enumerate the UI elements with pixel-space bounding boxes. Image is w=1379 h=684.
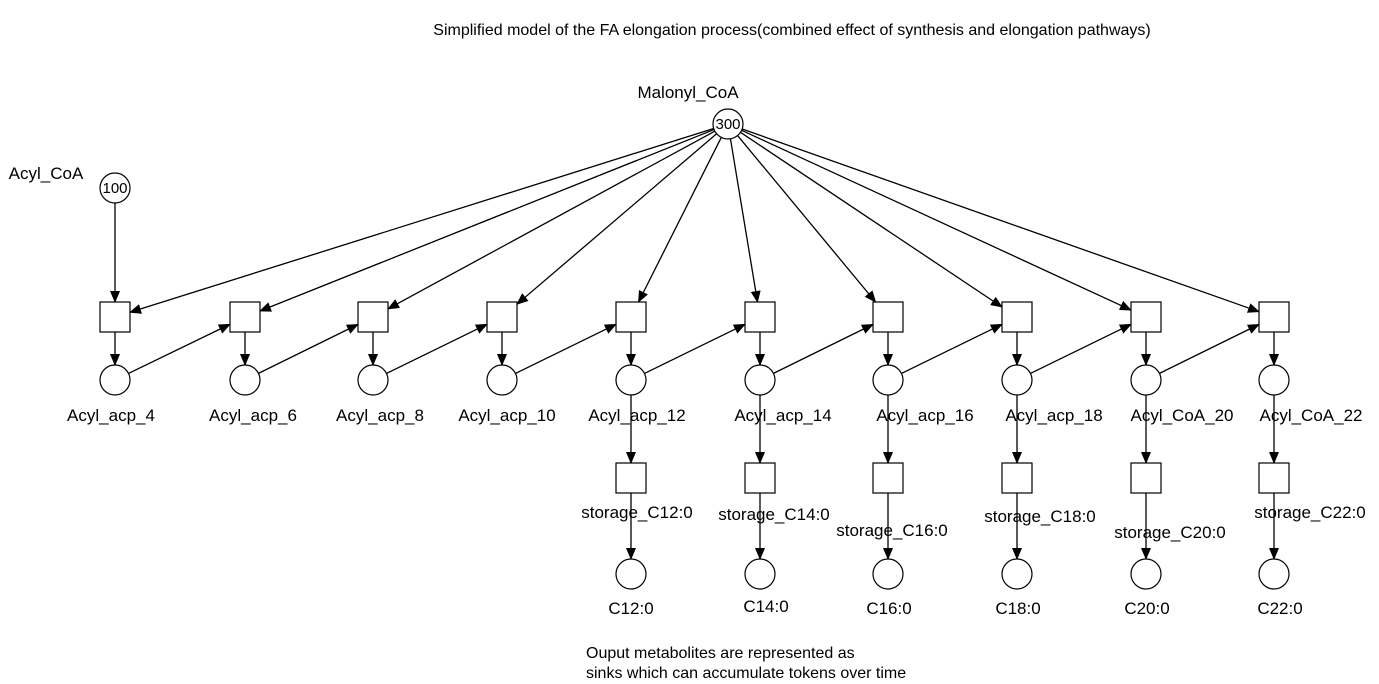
storage-transition-label: storage_C22:0: [1254, 503, 1366, 522]
chain-place-label: Acyl_acp_16: [876, 406, 973, 425]
sink-place-label: C18:0: [995, 599, 1040, 618]
arcs-layer: [110, 127, 1279, 560]
chain-place[interactable]: [99, 364, 131, 396]
elongation-transition[interactable]: [1130, 301, 1162, 333]
sink-place-label: C14:0: [743, 597, 788, 616]
sink-place-label: C20:0: [1124, 599, 1169, 618]
arc-place-to-next-t-6: [901, 323, 1003, 375]
elongation-transition[interactable]: [615, 301, 647, 333]
arc-malonyl-to-t9: [741, 128, 1260, 313]
elongation-transition[interactable]: [486, 301, 518, 333]
storage-transition[interactable]: [1258, 462, 1290, 494]
arc-place-to-next-t-4: [644, 323, 746, 375]
chain-place-label: Acyl_acp_8: [336, 406, 424, 425]
diagram-title: Simplified model of the FA elongation pr…: [433, 22, 1150, 39]
chain-place-label: Acyl_CoA_20: [1130, 406, 1233, 425]
elongation-transition[interactable]: [229, 301, 261, 333]
chain-place[interactable]: [1001, 364, 1033, 396]
storage-transition-label: storage_C20:0: [1114, 523, 1226, 542]
arc-malonyl-to-t2: [387, 130, 716, 310]
acyl-coa-place[interactable]: [99, 172, 131, 204]
storage-transition-label: storage_C16:0: [836, 521, 948, 540]
chain-place[interactable]: [357, 364, 389, 396]
chain-place[interactable]: [615, 364, 647, 396]
storage-transition-label: storage_C12:0: [581, 503, 693, 522]
chain-place-label: Acyl_acp_4: [67, 406, 155, 425]
arc-malonyl-to-t4: [637, 137, 722, 303]
sink-note-line-1: Ouput metabolites are represented as: [586, 645, 855, 662]
arc-place-to-next-t-5: [773, 323, 874, 374]
sink-place-label: C12:0: [608, 599, 653, 618]
nodes-layer: Malonyl_CoA Acyl_CoA Acyl_acp_4 Acyl_acp_…: [9, 83, 1366, 618]
sink-place[interactable]: [872, 558, 904, 590]
arc-malonyl-to-t8: [741, 129, 1132, 311]
arc-malonyl-to-t7: [740, 131, 1003, 308]
chain-place-label: Acyl_CoA_22: [1259, 406, 1362, 425]
chain-place[interactable]: [486, 364, 518, 396]
storage-transition[interactable]: [744, 462, 776, 494]
chain-place[interactable]: [744, 364, 776, 396]
chain-place[interactable]: [1130, 364, 1162, 396]
chain-place[interactable]: [872, 364, 904, 396]
chain-place-label: Acyl_acp_18: [1005, 406, 1102, 425]
sink-place-label: C16:0: [866, 599, 911, 618]
chain-place[interactable]: [229, 364, 261, 396]
storage-transition[interactable]: [1001, 462, 1033, 494]
chain-place-label: Acyl_acp_10: [458, 406, 555, 425]
malonyl-coa-tokens: 300: [715, 116, 740, 133]
acyl-coa-label: Acyl_CoA: [9, 164, 84, 183]
sink-note-line-2: sinks which can accumulate tokens over t…: [586, 665, 906, 682]
sink-place[interactable]: [744, 558, 776, 590]
chain-place[interactable]: [1258, 364, 1290, 396]
arc-place-to-next-t-1: [258, 323, 359, 374]
storage-transition-label: storage_C14:0: [718, 505, 830, 524]
malonyl-coa-label: Malonyl_CoA: [637, 83, 739, 102]
malonyl-coa-place[interactable]: [712, 108, 744, 140]
arc-place-to-next-t-0: [128, 323, 231, 375]
sink-place-label: C22:0: [1257, 599, 1302, 618]
storage-transition[interactable]: [1130, 462, 1162, 494]
elongation-transition[interactable]: [357, 301, 389, 333]
sink-place[interactable]: [615, 558, 647, 590]
sink-place[interactable]: [1130, 558, 1162, 590]
elongation-transition[interactable]: [744, 301, 776, 333]
arc-place-to-next-t-3: [515, 323, 617, 375]
storage-transition[interactable]: [615, 462, 647, 494]
arc-malonyl-to-t1: [259, 128, 715, 312]
elongation-transition[interactable]: [1001, 301, 1033, 333]
elongation-transition[interactable]: [872, 301, 904, 333]
arc-malonyl-to-t0: [129, 127, 714, 314]
arc-place-to-next-t-7: [1030, 323, 1132, 375]
arc-malonyl-to-t6: [737, 135, 877, 303]
arc-malonyl-to-t3: [516, 133, 718, 305]
arc-malonyl-to-t5: [729, 138, 761, 303]
chain-place-label: Acyl_acp_14: [734, 406, 831, 425]
elongation-transition[interactable]: [1258, 301, 1290, 333]
chain-place-label: Acyl_acp_12: [588, 406, 685, 425]
storage-transition[interactable]: [872, 462, 904, 494]
arc-place-to-next-t-2: [386, 323, 488, 375]
elongation-transition[interactable]: [99, 301, 131, 333]
sink-place[interactable]: [1001, 558, 1033, 590]
acyl-coa-tokens: 100: [102, 180, 127, 197]
storage-transition-label: storage_C18:0: [984, 507, 1096, 526]
arc-place-to-next-t-8: [1159, 323, 1260, 374]
chain-place-label: Acyl_acp_6: [209, 406, 297, 425]
sink-place[interactable]: [1258, 558, 1290, 590]
